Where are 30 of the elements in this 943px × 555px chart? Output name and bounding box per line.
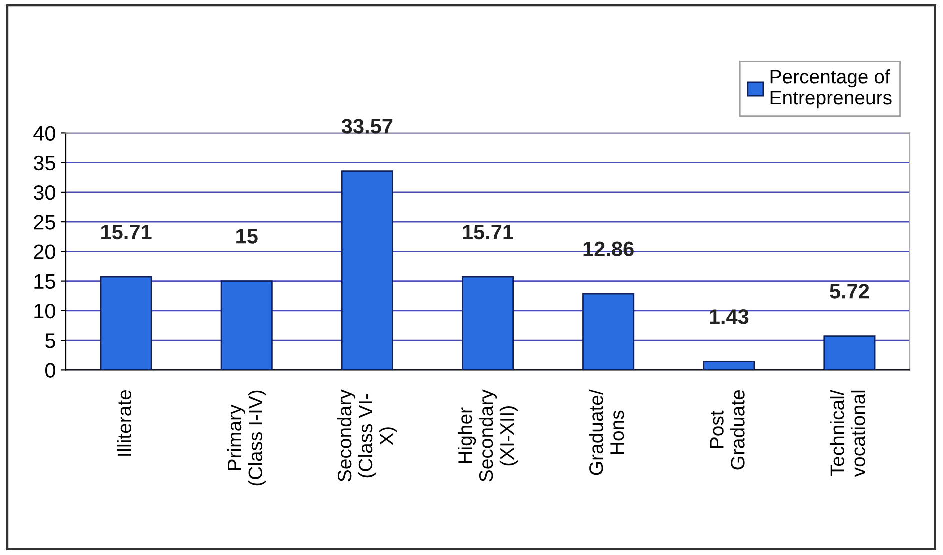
bar — [703, 361, 756, 370]
data-label: 15.71 — [463, 225, 514, 240]
data-label: 5.72 — [830, 284, 870, 299]
y-tick-label: 40 — [34, 126, 56, 141]
y-tick-label: 5 — [46, 334, 56, 348]
y-tick-label: 35 — [34, 156, 56, 171]
bar — [582, 293, 635, 370]
x-tick-label: Illiterate — [117, 390, 132, 456]
x-tick-label: Primary (Class I-IV) — [227, 390, 266, 486]
data-label: 1.43 — [710, 310, 749, 324]
data-label: 33.57 — [342, 119, 393, 134]
y-tick-label: 25 — [34, 215, 56, 230]
x-tick-label: Post Graduate — [710, 390, 745, 470]
legend-label: Percentage of Entrepreneurs — [770, 70, 892, 109]
bar — [341, 170, 394, 370]
x-tick-label: Higher Secondary (XI-XII) — [458, 390, 518, 482]
bar — [220, 280, 273, 370]
y-tick-label: 15 — [34, 274, 56, 290]
y-tick-label: 0 — [46, 363, 56, 378]
y-tick-label: 20 — [34, 244, 56, 260]
data-label: 15 — [236, 229, 258, 244]
x-tick-label: Secondary (Class VI- X) — [337, 390, 398, 482]
y-tick-label: 30 — [34, 185, 56, 200]
x-tick-label: Graduate/ Hons — [589, 390, 624, 476]
bar — [462, 276, 514, 370]
y-tick-label: 10 — [34, 304, 56, 319]
bar — [100, 276, 152, 370]
data-label: 15.71 — [102, 225, 152, 240]
bar — [824, 336, 876, 370]
x-tick-label: Technical/ vocational — [830, 390, 866, 478]
